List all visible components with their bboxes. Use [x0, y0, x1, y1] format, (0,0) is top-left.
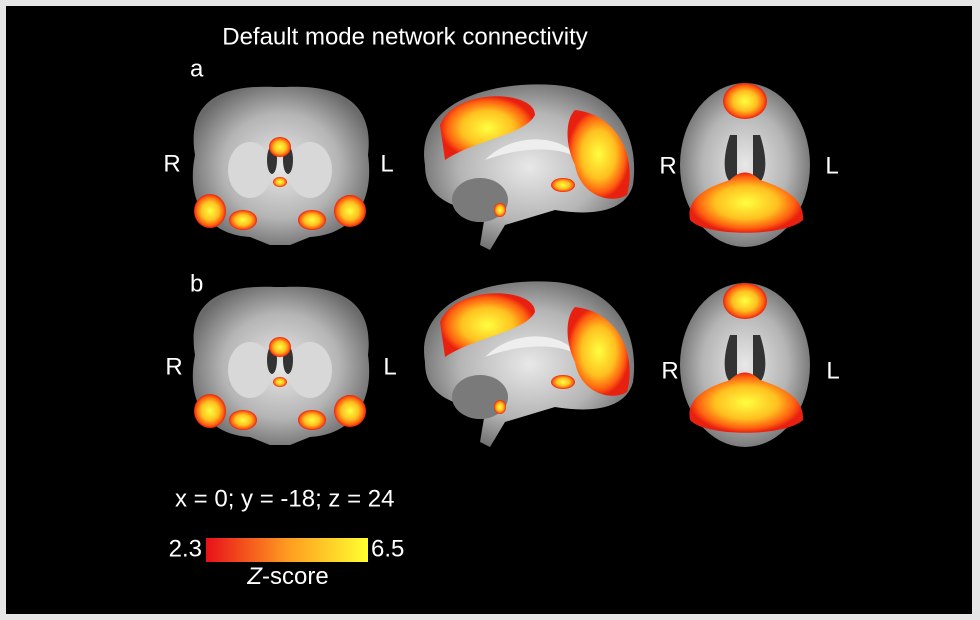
figure: Default mode network connectivity a R L …: [0, 0, 980, 620]
orientation-label: R: [163, 150, 180, 177]
coronal-slice: [193, 287, 369, 445]
orientation-label: L: [380, 150, 393, 177]
axial-slice: [680, 283, 810, 447]
orientation-label: R: [661, 357, 678, 384]
colorbar: [206, 538, 368, 562]
orientation-label: L: [826, 357, 839, 384]
panel-label: a: [190, 55, 204, 82]
figure-title: Default mode network connectivity: [222, 23, 588, 50]
slice-coordinates: x = 0; y = -18; z = 24: [175, 485, 394, 512]
colorbar-label-symbol: Z: [246, 563, 263, 590]
colorbar-min: 2.3: [169, 535, 202, 562]
coronal-slice: [193, 87, 369, 245]
orientation-label: L: [383, 353, 396, 380]
orientation-label: L: [825, 152, 838, 179]
panel-label: b: [190, 270, 203, 297]
orientation-label: R: [659, 152, 676, 179]
page: Default mode network connectivity a R L …: [0, 0, 980, 620]
colorbar-label: Z-score: [246, 563, 328, 590]
orientation-label: R: [165, 353, 182, 380]
axial-slice: [680, 83, 810, 247]
colorbar-label-text: -score: [262, 563, 329, 590]
colorbar-max: 6.5: [371, 535, 404, 562]
